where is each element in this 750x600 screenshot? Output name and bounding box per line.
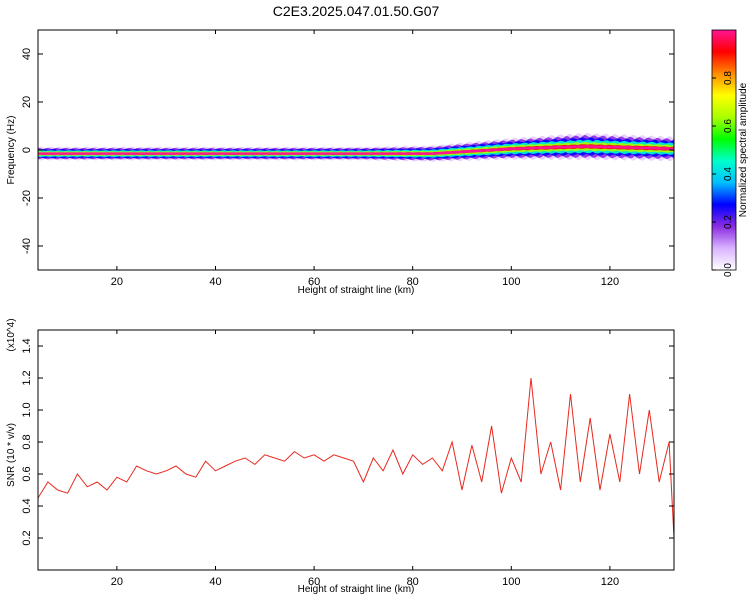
x-tick-label: 100 xyxy=(502,576,520,588)
x-tick-label: 100 xyxy=(502,276,520,288)
y-tick-label: 1.0 xyxy=(21,402,33,417)
spectrogram-axes: 20 40 60 80 100 120 -40 -20 0 20 40 xyxy=(21,30,674,288)
y-tick-label: 0 xyxy=(21,147,33,153)
colorbar-tick-label: 0.4 xyxy=(723,167,734,181)
y-tick-label: 0.2 xyxy=(21,530,33,545)
spectrogram-xlabel: Height of straight line (km) xyxy=(298,285,415,296)
snr-axes: 20 40 60 80 100 120 0.2 0.4 0.6 0.8 1.0 1.2 1.4 xyxy=(21,330,674,588)
spectrogram-panel: 20 40 60 80 100 120 -40 -20 0 20 40 Height of stra… xyxy=(6,29,675,296)
spectrogram-heatmap xyxy=(38,132,675,162)
y-tick-label: 0.4 xyxy=(21,498,33,513)
x-tick-label: 120 xyxy=(601,276,619,288)
y-tick-label: 20 xyxy=(21,96,33,108)
y-tick-label: 0.6 xyxy=(21,466,33,481)
x-tick-label: 60 xyxy=(308,576,320,588)
snr-panel: 20 40 60 80 100 120 0.2 0.4 0.6 0.8 1.0 1.2 1.4 Heig… xyxy=(6,318,675,595)
snr-ylabel: SNR (10 * v/v) xyxy=(6,423,17,487)
snr-frame xyxy=(37,329,675,571)
colorbar-tick-label: 0.6 xyxy=(723,119,734,133)
x-tick-label: 80 xyxy=(407,276,419,288)
x-tick-label: 40 xyxy=(209,276,221,288)
x-tick-label: 120 xyxy=(601,576,619,588)
colorbar-gradient xyxy=(711,29,737,271)
heatmap-ridge xyxy=(38,145,675,155)
spectrogram-ylabel: Frequency (Hz) xyxy=(6,116,17,185)
x-tick-label: 80 xyxy=(407,576,419,588)
colorbar-tick-label: 0.8 xyxy=(723,71,734,85)
snr-series-line xyxy=(37,377,675,539)
y-tick-label: 0.8 xyxy=(21,434,33,449)
x-tick-label: 20 xyxy=(111,576,123,588)
y-tick-label: 40 xyxy=(21,48,33,60)
y-tick-label: -20 xyxy=(21,190,33,206)
colorbar-tick-label: 0.2 xyxy=(723,215,734,229)
x-tick-label: 40 xyxy=(209,576,221,588)
x-tick-label: 20 xyxy=(111,276,123,288)
snr-xlabel: Height of straight line (km) xyxy=(298,584,415,595)
snr-multiplier: (x10^4) xyxy=(6,318,17,351)
y-tick-label: -40 xyxy=(21,238,33,254)
colorbar-ticks: 0.0 0.2 0.4 0.6 0.8 xyxy=(712,71,734,277)
y-tick-label: 1.4 xyxy=(21,338,33,353)
figure-title: C2E3.2025.047.01.50.G07 xyxy=(273,3,440,19)
x-tick-label: 60 xyxy=(308,276,320,288)
colorbar-tick-label: 0.0 xyxy=(723,263,734,277)
colorbar-label: Normalized spectral amplitude xyxy=(738,82,749,217)
colorbar: 0.0 0.2 0.4 0.6 0.8 Normalized spectral ampl… xyxy=(711,29,749,277)
y-tick-label: 1.2 xyxy=(21,370,33,385)
